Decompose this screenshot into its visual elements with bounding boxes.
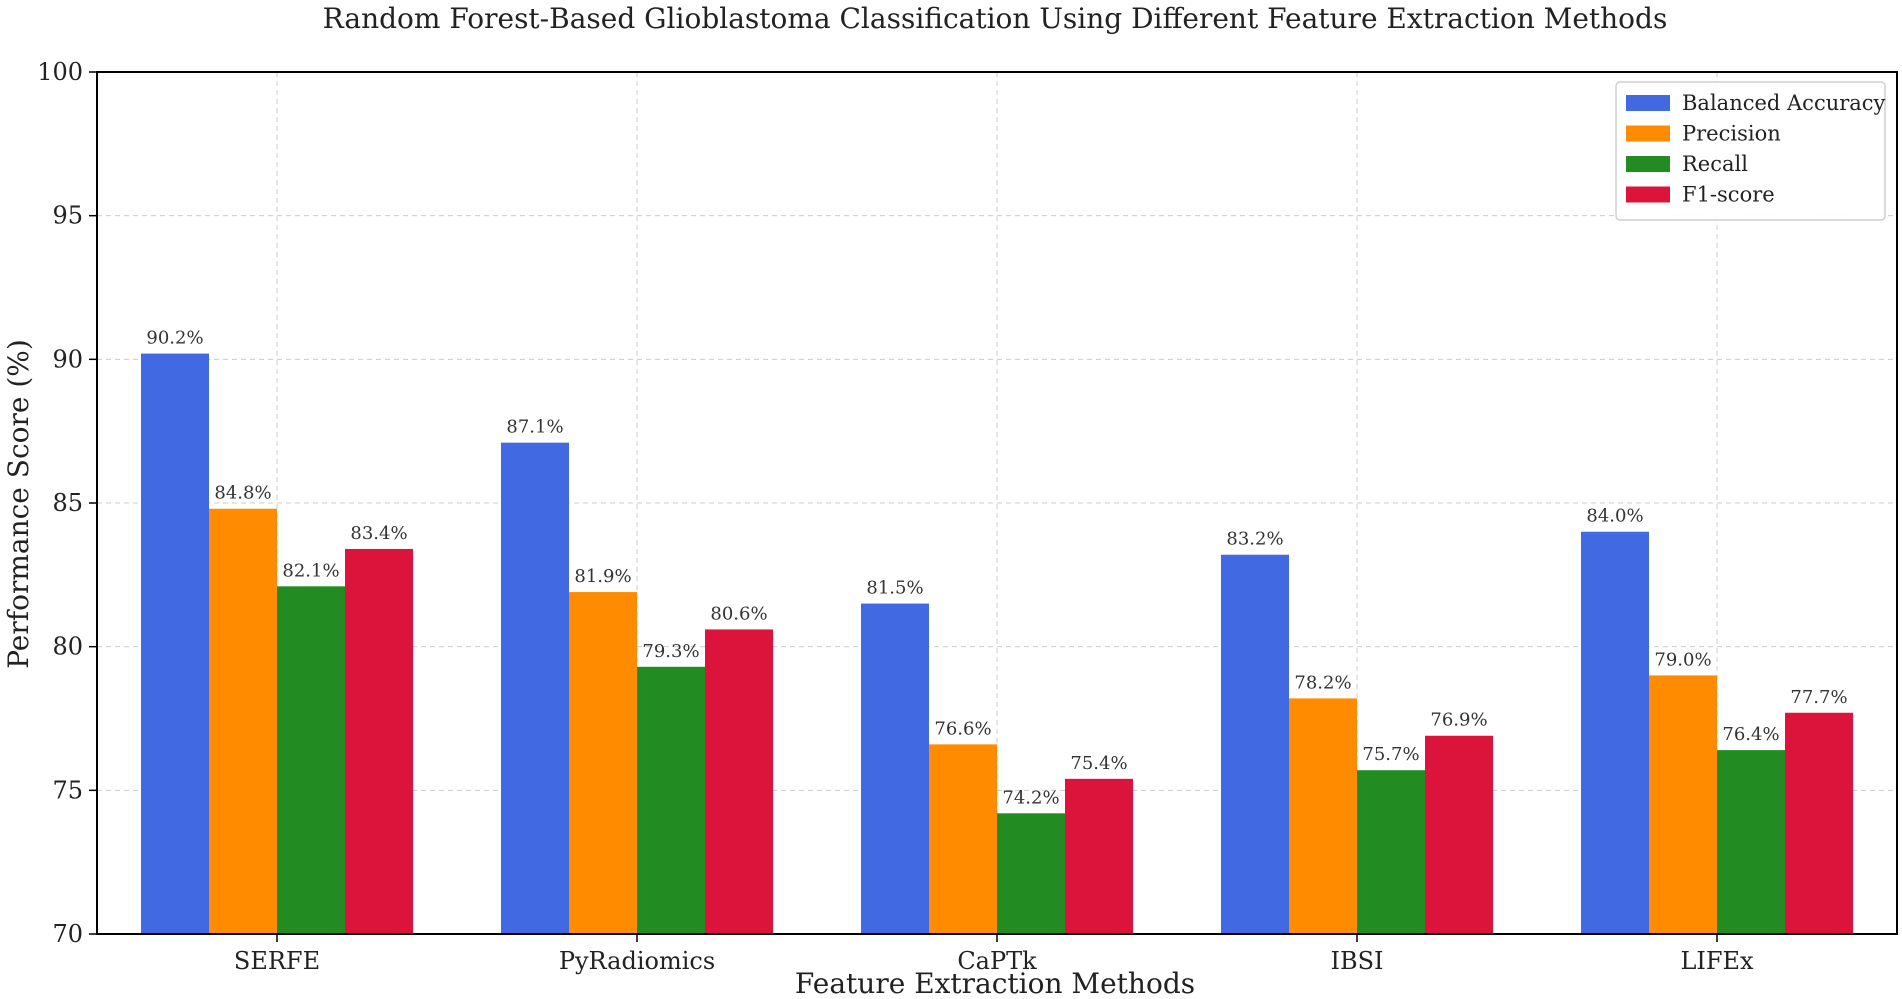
data-label-recall: 76.4%	[1722, 724, 1779, 745]
legend-swatch-f1-score	[1626, 186, 1670, 203]
x-tick-label: PyRadiomics	[559, 947, 715, 975]
y-tick-label: 80	[52, 633, 83, 661]
data-label-f1-score: 75.4%	[1070, 753, 1127, 774]
data-label-recall: 75.7%	[1362, 744, 1419, 765]
data-label-precision: 79.0%	[1654, 649, 1711, 670]
data-label-recall: 79.3%	[642, 641, 699, 662]
legend-swatch-precision	[1626, 125, 1670, 142]
x-tick-label: CaPTk	[957, 947, 1037, 975]
legend-label-precision: Precision	[1682, 122, 1781, 146]
y-tick-label: 95	[52, 202, 83, 230]
y-axis-ticks: 70 75 80 85 90 95 100	[37, 58, 97, 948]
legend-label-recall: Recall	[1682, 152, 1748, 176]
y-tick-label: 100	[37, 58, 83, 86]
data-label-recall: 82.1%	[282, 560, 339, 581]
bar-recall-captk	[997, 813, 1065, 934]
y-tick-label: 75	[52, 776, 83, 804]
data-label-precision: 78.2%	[1294, 672, 1351, 693]
data-label-balanced-accuracy: 83.2%	[1226, 529, 1283, 550]
legend-box	[1615, 81, 1886, 221]
bar-precision-pyradiomics	[569, 592, 637, 934]
data-label-balanced-accuracy: 90.2%	[146, 328, 203, 349]
bar-precision-captk	[929, 744, 997, 934]
y-axis-label: Performance Score (%)	[2, 339, 35, 669]
bar-f1-score-pyradiomics	[705, 629, 773, 934]
bar-f1-score-ibsi	[1425, 735, 1493, 934]
bar-balanced-accuracy-serfe	[141, 353, 209, 934]
bar-recall-serfe	[277, 586, 345, 934]
bar-recall-lifex	[1717, 750, 1785, 934]
x-tick-label: SERFE	[234, 947, 320, 975]
bar-recall-pyradiomics	[637, 666, 705, 934]
data-label-f1-score: 77.7%	[1790, 687, 1847, 708]
data-label-f1-score: 83.4%	[350, 523, 407, 544]
data-label-balanced-accuracy: 84.0%	[1586, 506, 1643, 527]
bar-precision-ibsi	[1289, 698, 1357, 934]
bar-f1-score-serfe	[345, 548, 413, 934]
data-labels: 90.2% 87.1% 81.5% 83.2% 84.0% 84.8% 81.9% 76.6%…	[146, 328, 1847, 809]
x-axis-label: Feature Extraction Methods	[795, 967, 1195, 999]
data-label-f1-score: 76.9%	[1430, 710, 1487, 731]
data-label-recall: 74.2%	[1002, 787, 1059, 808]
data-label-precision: 84.8%	[214, 483, 271, 504]
data-label-balanced-accuracy: 81.5%	[866, 578, 923, 599]
x-tick-label: IBSI	[1330, 947, 1383, 975]
data-label-precision: 81.9%	[574, 566, 631, 587]
y-tick-label: 85	[52, 489, 83, 517]
legend-label-f1-score: F1-score	[1682, 183, 1775, 207]
data-label-balanced-accuracy: 87.1%	[506, 417, 563, 438]
bar-balanced-accuracy-pyradiomics	[501, 442, 569, 934]
x-axis-ticks: SERFE PyRadiomics CaPTk IBSI LIFEx	[234, 934, 1754, 975]
x-tick-label: LIFEx	[1680, 947, 1754, 975]
legend-label-balanced-accuracy: Balanced Accuracy	[1682, 91, 1886, 115]
bar-precision-lifex	[1649, 675, 1717, 934]
data-label-f1-score: 80.6%	[710, 603, 767, 624]
legend-swatch-balanced-accuracy	[1626, 95, 1670, 111]
data-label-precision: 76.6%	[934, 718, 991, 739]
bar-recall-ibsi	[1357, 770, 1425, 934]
bar-balanced-accuracy-lifex	[1581, 531, 1649, 934]
bar-precision-serfe	[209, 508, 277, 934]
bar-f1-score-lifex	[1785, 712, 1853, 934]
bar-balanced-accuracy-captk	[861, 603, 929, 934]
chart-title: Random Forest-Based Glioblastoma Classif…	[323, 2, 1668, 35]
legend: Balanced Accuracy Precision Recall F1-score	[1615, 81, 1886, 221]
bar-f1-score-captk	[1065, 778, 1133, 934]
bar-balanced-accuracy-ibsi	[1221, 554, 1289, 934]
y-tick-label: 90	[52, 345, 83, 373]
bars	[141, 353, 1853, 934]
legend-swatch-recall	[1626, 156, 1670, 172]
y-tick-label: 70	[52, 920, 83, 948]
